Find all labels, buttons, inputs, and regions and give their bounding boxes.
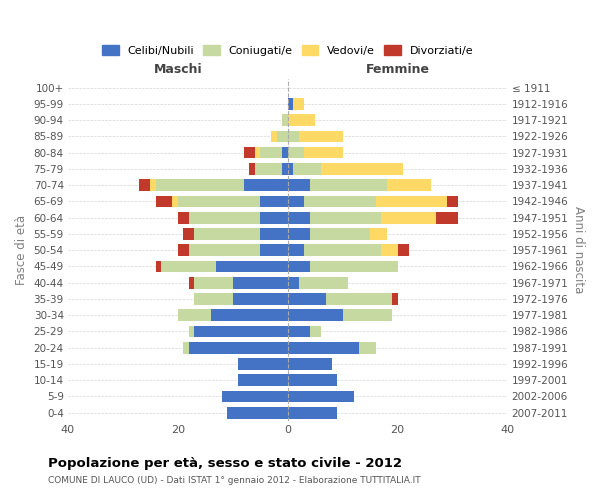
Bar bbox=[172, 196, 178, 207]
Bar bbox=[227, 407, 287, 418]
Bar bbox=[287, 196, 304, 207]
Bar bbox=[184, 228, 194, 240]
Bar bbox=[271, 130, 277, 142]
Bar bbox=[194, 293, 233, 305]
Bar bbox=[260, 212, 287, 224]
Bar bbox=[156, 260, 161, 272]
Bar bbox=[238, 374, 287, 386]
Text: COMUNE DI LAUCO (UD) - Dati ISTAT 1° gennaio 2012 - Elaborazione TUTTITALIA.IT: COMUNE DI LAUCO (UD) - Dati ISTAT 1° gen… bbox=[48, 476, 421, 485]
Bar bbox=[244, 147, 255, 158]
Bar bbox=[392, 293, 398, 305]
Bar bbox=[178, 244, 189, 256]
Bar bbox=[381, 244, 398, 256]
Bar bbox=[194, 228, 260, 240]
Bar bbox=[310, 212, 381, 224]
Bar bbox=[310, 326, 320, 338]
Bar bbox=[304, 244, 381, 256]
Bar bbox=[244, 180, 287, 191]
Bar bbox=[222, 390, 287, 402]
Bar bbox=[287, 310, 343, 321]
Text: Femmine: Femmine bbox=[365, 63, 430, 76]
Bar bbox=[304, 147, 343, 158]
Bar bbox=[260, 228, 287, 240]
Bar bbox=[287, 374, 337, 386]
Bar bbox=[184, 342, 189, 353]
Bar bbox=[211, 310, 287, 321]
Bar bbox=[287, 277, 299, 288]
Bar bbox=[178, 196, 260, 207]
Bar bbox=[381, 212, 436, 224]
Bar bbox=[287, 244, 304, 256]
Legend: Celibi/Nubili, Coniugati/e, Vedovi/e, Divorziati/e: Celibi/Nubili, Coniugati/e, Vedovi/e, Di… bbox=[98, 40, 478, 60]
Bar bbox=[151, 180, 156, 191]
Y-axis label: Fasce di età: Fasce di età bbox=[15, 215, 28, 285]
Bar bbox=[447, 196, 458, 207]
Bar bbox=[233, 293, 287, 305]
Bar bbox=[255, 163, 282, 174]
Bar bbox=[386, 180, 431, 191]
Bar bbox=[359, 342, 376, 353]
Text: Popolazione per età, sesso e stato civile - 2012: Popolazione per età, sesso e stato civil… bbox=[48, 458, 402, 470]
Bar bbox=[287, 212, 310, 224]
Bar bbox=[310, 228, 370, 240]
Bar bbox=[287, 260, 310, 272]
Bar bbox=[376, 196, 447, 207]
Bar bbox=[178, 212, 189, 224]
Bar bbox=[238, 358, 287, 370]
Bar bbox=[370, 228, 386, 240]
Bar bbox=[249, 163, 255, 174]
Bar bbox=[255, 147, 260, 158]
Bar bbox=[287, 293, 326, 305]
Bar bbox=[287, 228, 310, 240]
Text: Maschi: Maschi bbox=[154, 63, 202, 76]
Bar bbox=[178, 310, 211, 321]
Bar bbox=[282, 147, 287, 158]
Bar bbox=[161, 260, 216, 272]
Bar bbox=[398, 244, 409, 256]
Bar bbox=[343, 310, 392, 321]
Bar bbox=[277, 130, 287, 142]
Bar bbox=[287, 407, 337, 418]
Bar bbox=[139, 180, 151, 191]
Bar bbox=[310, 180, 386, 191]
Bar bbox=[156, 180, 244, 191]
Bar bbox=[293, 163, 320, 174]
Bar bbox=[260, 147, 282, 158]
Bar bbox=[299, 277, 348, 288]
Bar bbox=[287, 342, 359, 353]
Bar bbox=[287, 130, 299, 142]
Bar bbox=[287, 98, 293, 110]
Bar bbox=[189, 244, 260, 256]
Bar bbox=[299, 130, 343, 142]
Bar bbox=[189, 342, 287, 353]
Bar bbox=[194, 326, 287, 338]
Bar bbox=[282, 163, 287, 174]
Bar bbox=[260, 196, 287, 207]
Bar bbox=[287, 114, 315, 126]
Bar bbox=[310, 260, 398, 272]
Bar bbox=[189, 326, 194, 338]
Bar bbox=[287, 147, 304, 158]
Bar bbox=[282, 114, 287, 126]
Bar bbox=[320, 163, 403, 174]
Bar bbox=[194, 277, 233, 288]
Bar bbox=[287, 163, 293, 174]
Bar bbox=[287, 390, 353, 402]
Bar bbox=[287, 326, 310, 338]
Bar bbox=[260, 244, 287, 256]
Bar bbox=[189, 277, 194, 288]
Bar bbox=[436, 212, 458, 224]
Bar bbox=[326, 293, 392, 305]
Bar bbox=[304, 196, 376, 207]
Bar bbox=[233, 277, 287, 288]
Bar bbox=[287, 180, 310, 191]
Bar bbox=[189, 212, 260, 224]
Bar bbox=[156, 196, 172, 207]
Bar bbox=[287, 358, 332, 370]
Y-axis label: Anni di nascita: Anni di nascita bbox=[572, 206, 585, 294]
Bar bbox=[293, 98, 304, 110]
Bar bbox=[216, 260, 287, 272]
